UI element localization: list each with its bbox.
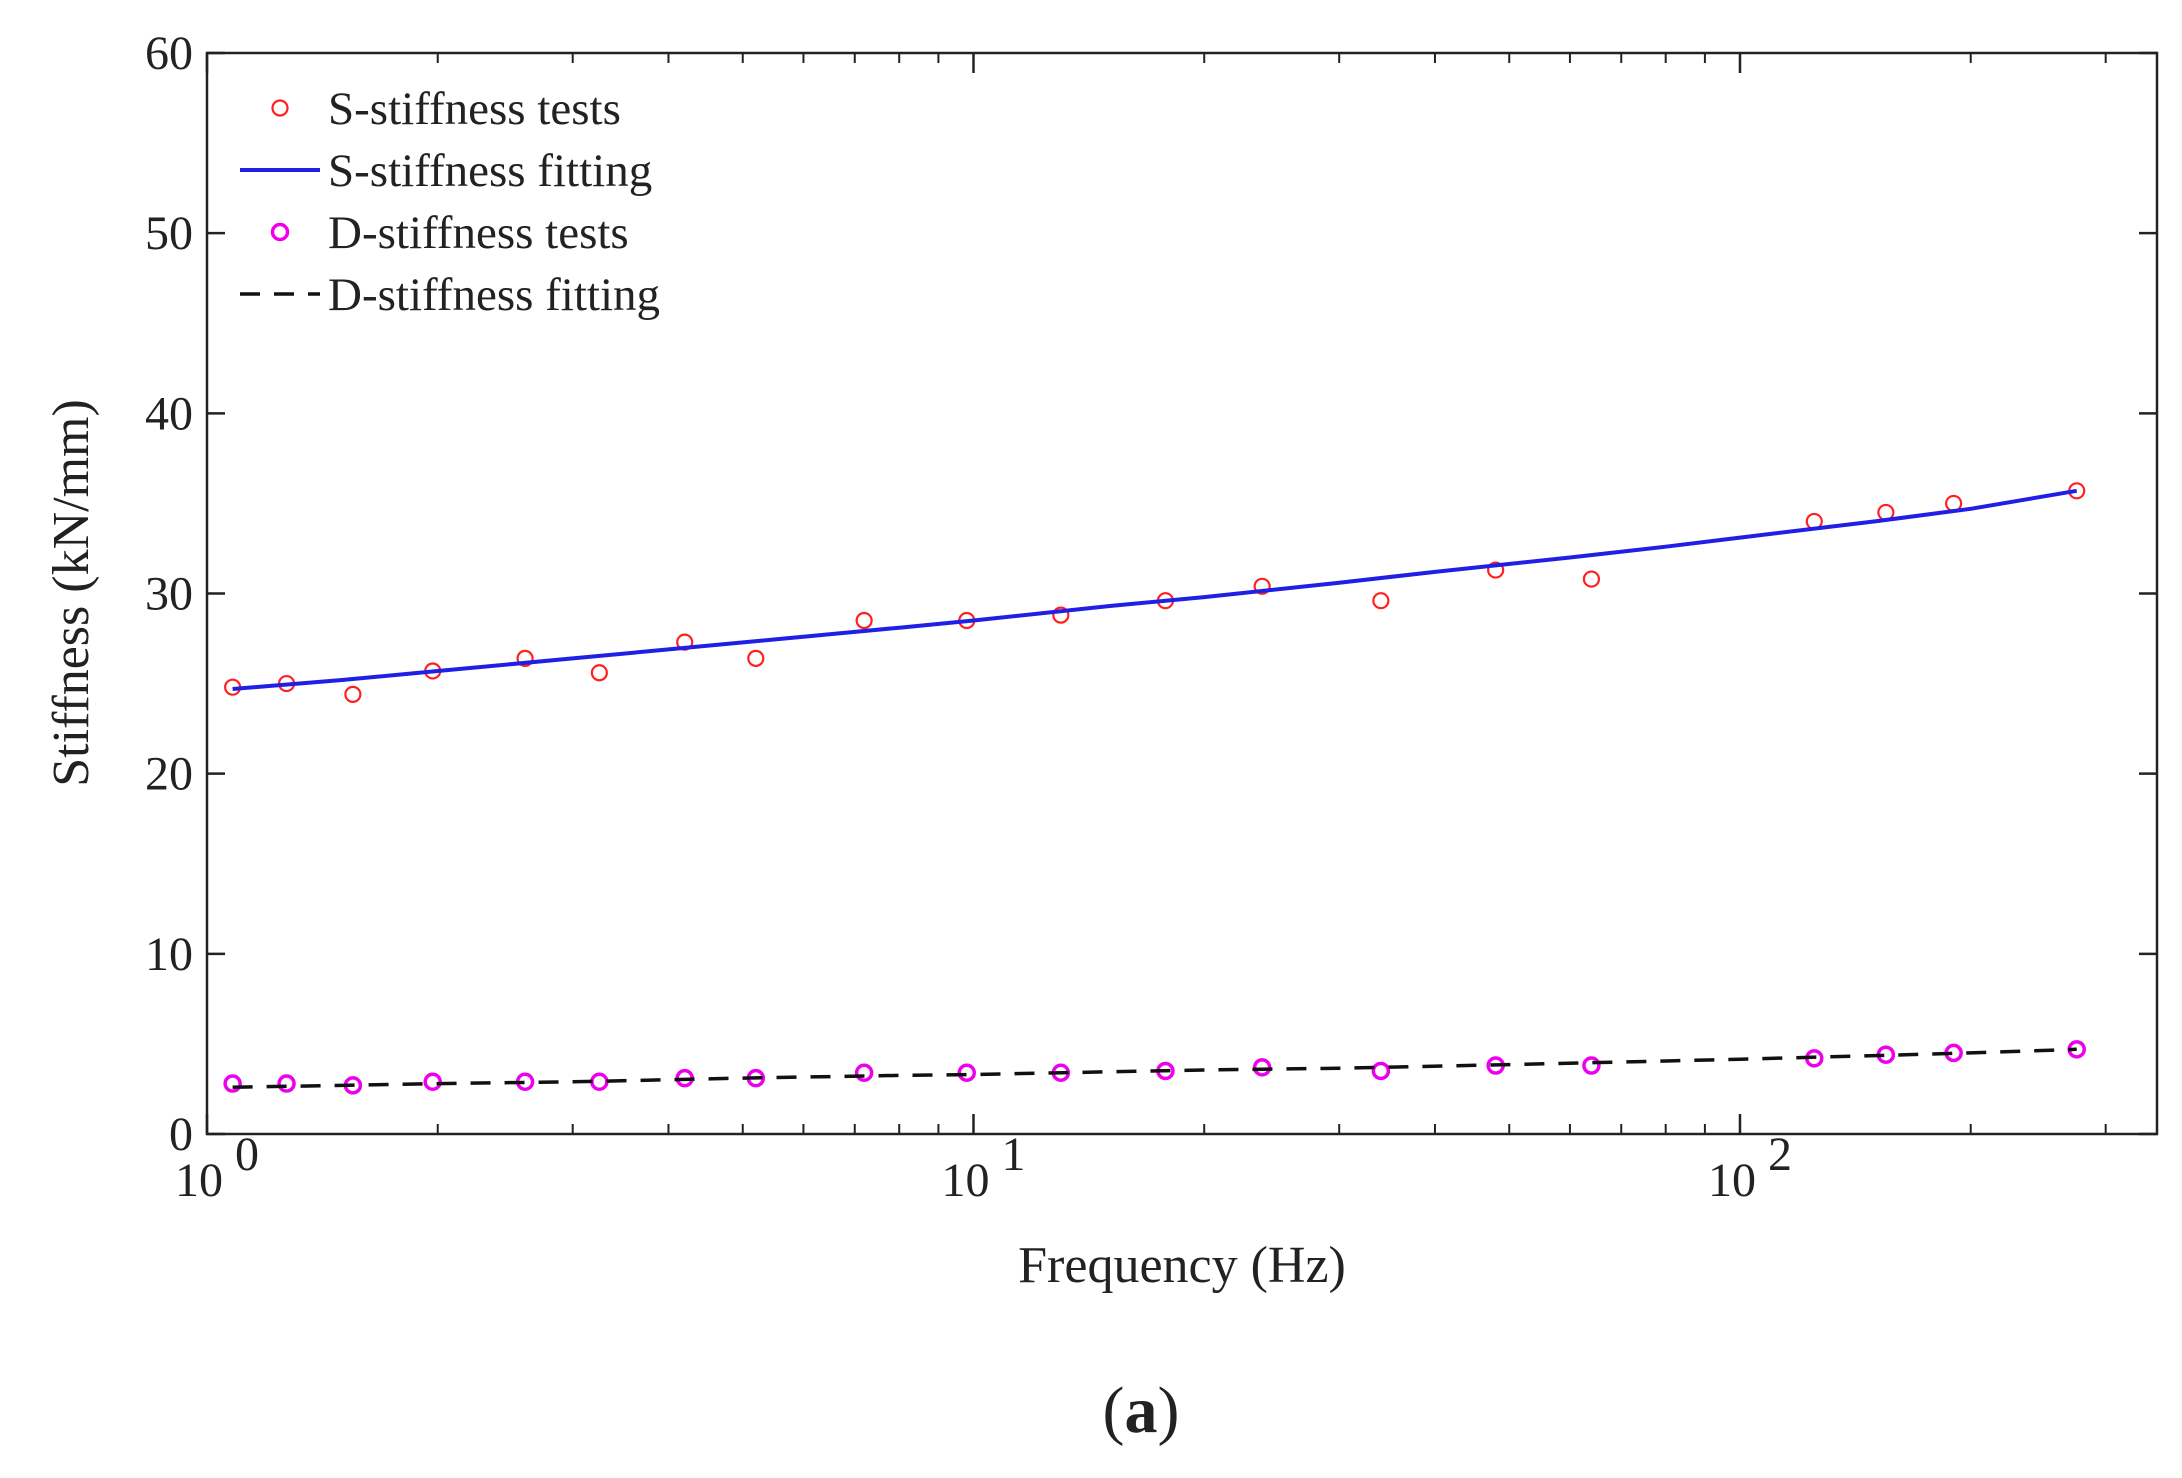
y-tick-label: 50 [145, 207, 193, 260]
y-tick-label: 0 [169, 1108, 193, 1161]
legend-marker [270, 222, 290, 242]
x-axis-ticks: 10 0 10 1 10 2 [175, 53, 2107, 1207]
y-tick-label: 60 [145, 27, 193, 80]
x-tick-label: 10 [941, 1154, 989, 1207]
x-tick-label: 10 [1708, 1154, 1756, 1207]
legend: S-stiffness tests S-stiffness fitting D-st… [240, 83, 660, 321]
data-point [1582, 570, 1601, 588]
legend-label: S-stiffness fitting [328, 145, 652, 197]
x-tick-exponent: 1 [1001, 1128, 1025, 1181]
data-point [1487, 561, 1505, 579]
data-point [855, 611, 873, 630]
legend-label: S-stiffness tests [328, 83, 621, 135]
legend-label: D-stiffness fitting [328, 269, 660, 321]
data-point [516, 649, 534, 667]
fit-line [232, 488, 2078, 691]
data-point [423, 1072, 442, 1092]
data-point [1371, 1061, 1391, 1081]
y-tick-label: 30 [145, 568, 193, 621]
panel-label: (a) [1103, 1374, 1180, 1447]
y-axis-ticks: 0 10 20 30 40 50 60 [145, 27, 2157, 1161]
data-point [957, 1063, 977, 1082]
data-point [590, 664, 608, 682]
data-point [344, 685, 362, 703]
data-point [1252, 1058, 1272, 1077]
panel-label-letter: a [1125, 1374, 1158, 1447]
data-point [747, 649, 765, 667]
data-point [223, 1074, 242, 1093]
data-point [277, 1074, 296, 1093]
x-tick-exponent: 2 [1768, 1128, 1792, 1181]
data-point [854, 1063, 874, 1082]
x-tick-exponent: 0 [235, 1128, 259, 1181]
legend-marker [271, 99, 289, 117]
y-tick-label: 40 [145, 387, 193, 440]
y-axis-title: Stiffness (kN/mm) [43, 399, 100, 787]
plot-series [223, 482, 2086, 1095]
data-point [1253, 577, 1271, 595]
data-point [1582, 1056, 1601, 1075]
data-point [1372, 592, 1390, 610]
y-tick-label: 10 [145, 928, 193, 981]
x-axis-title: Frequency (Hz) [1018, 1237, 1346, 1294]
x-tick-label: 10 [175, 1154, 223, 1207]
y-tick-label: 20 [145, 748, 193, 801]
data-point [1052, 606, 1070, 624]
legend-label: D-stiffness tests [328, 207, 629, 259]
fit-line-dashed [232, 1047, 2077, 1089]
